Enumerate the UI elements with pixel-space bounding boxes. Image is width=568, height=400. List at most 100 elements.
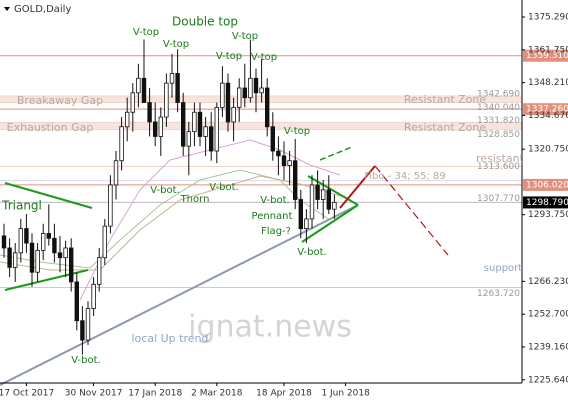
x-tick-label: 18 Apr 2018 bbox=[256, 389, 312, 399]
price-box bbox=[523, 103, 568, 116]
trend-line bbox=[0, 204, 359, 386]
price-box bbox=[523, 178, 568, 191]
x-tick-label: 2 Mar 2018 bbox=[191, 389, 243, 399]
candle-body bbox=[152, 121, 158, 137]
annotation: V-bot. bbox=[150, 185, 179, 196]
level-label: 1263.720 bbox=[477, 289, 520, 299]
candle-body bbox=[119, 126, 124, 162]
candle-body bbox=[130, 92, 135, 113]
y-tick-label: 1266.230 bbox=[528, 277, 568, 287]
trend-line bbox=[4, 182, 93, 209]
price-label: 1298.790 bbox=[526, 198, 568, 208]
candle-body bbox=[281, 155, 287, 166]
price-box bbox=[523, 196, 568, 209]
annotation: V-top bbox=[163, 39, 189, 50]
candle-body bbox=[18, 228, 23, 254]
candle-body bbox=[287, 160, 292, 166]
annotation: V-bot. bbox=[297, 247, 326, 258]
candle-body bbox=[57, 252, 63, 259]
layer bbox=[0, 55, 522, 288]
candle-body bbox=[276, 150, 281, 157]
level-label: 1328.850 bbox=[477, 130, 520, 140]
candle-body bbox=[203, 126, 208, 137]
level-label: 1342.690 bbox=[477, 90, 520, 100]
candle-body bbox=[102, 225, 107, 259]
candle-body bbox=[231, 106, 236, 123]
y-tick-label: 1225.640 bbox=[528, 375, 568, 385]
candle-body bbox=[164, 82, 169, 118]
annotation: V-top bbox=[133, 27, 159, 38]
candle-body bbox=[158, 116, 163, 137]
y-tick-label: 1320.750 bbox=[528, 145, 568, 155]
candle-body bbox=[46, 233, 51, 239]
x-tick-label: 17 Jan 2018 bbox=[128, 389, 182, 399]
candle-body bbox=[186, 131, 191, 147]
x-tick-label: 1 Jun 2018 bbox=[321, 389, 370, 399]
annotation: Double top bbox=[172, 15, 238, 29]
level-label: 1340.040 bbox=[477, 103, 520, 113]
candle-body bbox=[169, 73, 175, 84]
annotation: V-top bbox=[216, 51, 242, 62]
annotation: V-top bbox=[251, 52, 277, 63]
candle-body bbox=[242, 87, 247, 99]
candle-body bbox=[80, 320, 85, 341]
candle-body bbox=[220, 82, 225, 108]
candle-body bbox=[298, 199, 303, 229]
moving-average bbox=[0, 175, 341, 271]
annotation: V-bot. bbox=[71, 355, 100, 366]
price-label: 1337.260 bbox=[526, 105, 568, 115]
annotation: Flag-? bbox=[261, 226, 291, 237]
candle-body bbox=[332, 202, 337, 210]
y-tick-label: 1239.160 bbox=[528, 342, 568, 352]
x-tick-label: 30 Nov 2017 bbox=[65, 389, 123, 399]
annotation: Triangl bbox=[1, 199, 42, 213]
annotation: resistant bbox=[476, 152, 525, 165]
annotation: local Up trend bbox=[132, 332, 209, 345]
annotation: V-bot. bbox=[209, 182, 238, 193]
candle-body bbox=[259, 87, 264, 94]
candle-body bbox=[74, 281, 79, 322]
y-tick-label: 1348.210 bbox=[528, 78, 568, 88]
annotation: Breakaway Gap bbox=[17, 94, 103, 107]
candle-body bbox=[320, 189, 326, 200]
annotation: Pennant bbox=[252, 211, 293, 222]
annotation: V-top bbox=[284, 126, 310, 137]
y-tick-label: 1375.290 bbox=[528, 12, 568, 22]
y-tick-label: 1334.670 bbox=[528, 111, 568, 121]
candle-body bbox=[29, 242, 35, 273]
candle-body bbox=[270, 126, 275, 152]
candle-body bbox=[253, 77, 259, 94]
price-label: 1306.020 bbox=[526, 180, 568, 190]
candle-body bbox=[180, 102, 186, 147]
candle-body bbox=[7, 247, 12, 268]
candle-body bbox=[24, 228, 29, 244]
candle-body bbox=[12, 252, 18, 268]
candle-body bbox=[214, 106, 219, 152]
trend-line bbox=[319, 146, 353, 161]
candle-body bbox=[125, 111, 130, 128]
annotation: V-bot. bbox=[260, 195, 289, 206]
candle-body bbox=[315, 184, 320, 200]
x-tick-label: 17 Oct 2017 bbox=[0, 389, 54, 399]
level-label: 1307.770 bbox=[477, 194, 520, 204]
candle-body bbox=[192, 111, 197, 133]
candle-body bbox=[326, 189, 331, 210]
candle-body bbox=[136, 77, 141, 94]
annotation: Resistant Zone bbox=[404, 93, 487, 106]
gap-band bbox=[0, 122, 522, 130]
candle-body bbox=[113, 160, 119, 186]
candle-body bbox=[52, 237, 57, 254]
candle-body bbox=[197, 111, 203, 137]
level-label: 1313.600 bbox=[477, 162, 520, 172]
candle-body bbox=[264, 87, 270, 128]
y-tick-label: 1293.750 bbox=[528, 210, 568, 220]
candle-body bbox=[208, 126, 214, 152]
candle-body bbox=[69, 247, 74, 283]
trend-line bbox=[307, 175, 359, 206]
annotation: Thorn bbox=[180, 194, 210, 205]
candle-body bbox=[63, 247, 68, 259]
annotation: Exhaustion Gap bbox=[7, 121, 94, 134]
candle-body bbox=[175, 73, 180, 103]
